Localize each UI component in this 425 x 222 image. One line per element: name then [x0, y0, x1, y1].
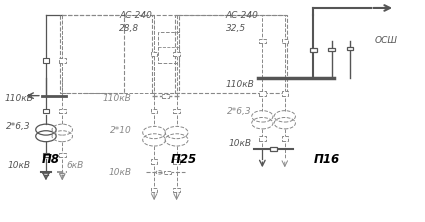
Text: ОСШ: ОСШ	[374, 36, 398, 45]
Text: 2*6,3: 2*6,3	[227, 107, 251, 115]
Text: 2*6,3: 2*6,3	[6, 122, 31, 131]
Text: 110кВ: 110кВ	[103, 94, 132, 103]
Bar	[310, 48, 317, 52]
Bar	[259, 91, 266, 96]
Bar	[42, 153, 49, 157]
Text: 10кВ: 10кВ	[228, 139, 251, 148]
Bar	[42, 109, 49, 113]
Text: 10кВ: 10кВ	[8, 161, 31, 170]
Text: 32,5: 32,5	[226, 24, 246, 33]
Bar	[329, 48, 335, 51]
Text: П8: П8	[42, 153, 60, 166]
Text: 110кВ: 110кВ	[225, 80, 254, 89]
Bar	[173, 52, 180, 56]
Text: 110кВ: 110кВ	[5, 94, 34, 103]
Bar	[173, 109, 180, 113]
Bar	[259, 39, 266, 43]
Bar	[173, 188, 180, 192]
Bar	[164, 171, 171, 174]
Text: 28,8: 28,8	[119, 24, 139, 33]
Bar	[151, 188, 157, 192]
Bar	[59, 153, 65, 157]
Bar	[281, 136, 288, 141]
Bar	[59, 109, 65, 113]
Bar	[347, 47, 353, 50]
Text: 2*10: 2*10	[110, 126, 132, 135]
Text: АС-240: АС-240	[119, 11, 152, 20]
Bar	[59, 58, 65, 63]
Text: П16: П16	[313, 153, 340, 166]
Bar	[173, 159, 180, 164]
Bar	[281, 39, 288, 43]
Bar	[42, 58, 49, 63]
Text: П25: П25	[170, 153, 197, 166]
Bar	[151, 109, 157, 113]
Text: 10кВ: 10кВ	[109, 168, 132, 177]
Bar	[151, 52, 157, 56]
Bar	[281, 91, 288, 96]
Bar	[270, 147, 277, 151]
Text: 6кВ: 6кВ	[66, 161, 84, 170]
Bar	[259, 136, 266, 141]
Bar	[162, 94, 169, 98]
Text: АС-240: АС-240	[226, 11, 258, 20]
Bar	[151, 159, 157, 164]
